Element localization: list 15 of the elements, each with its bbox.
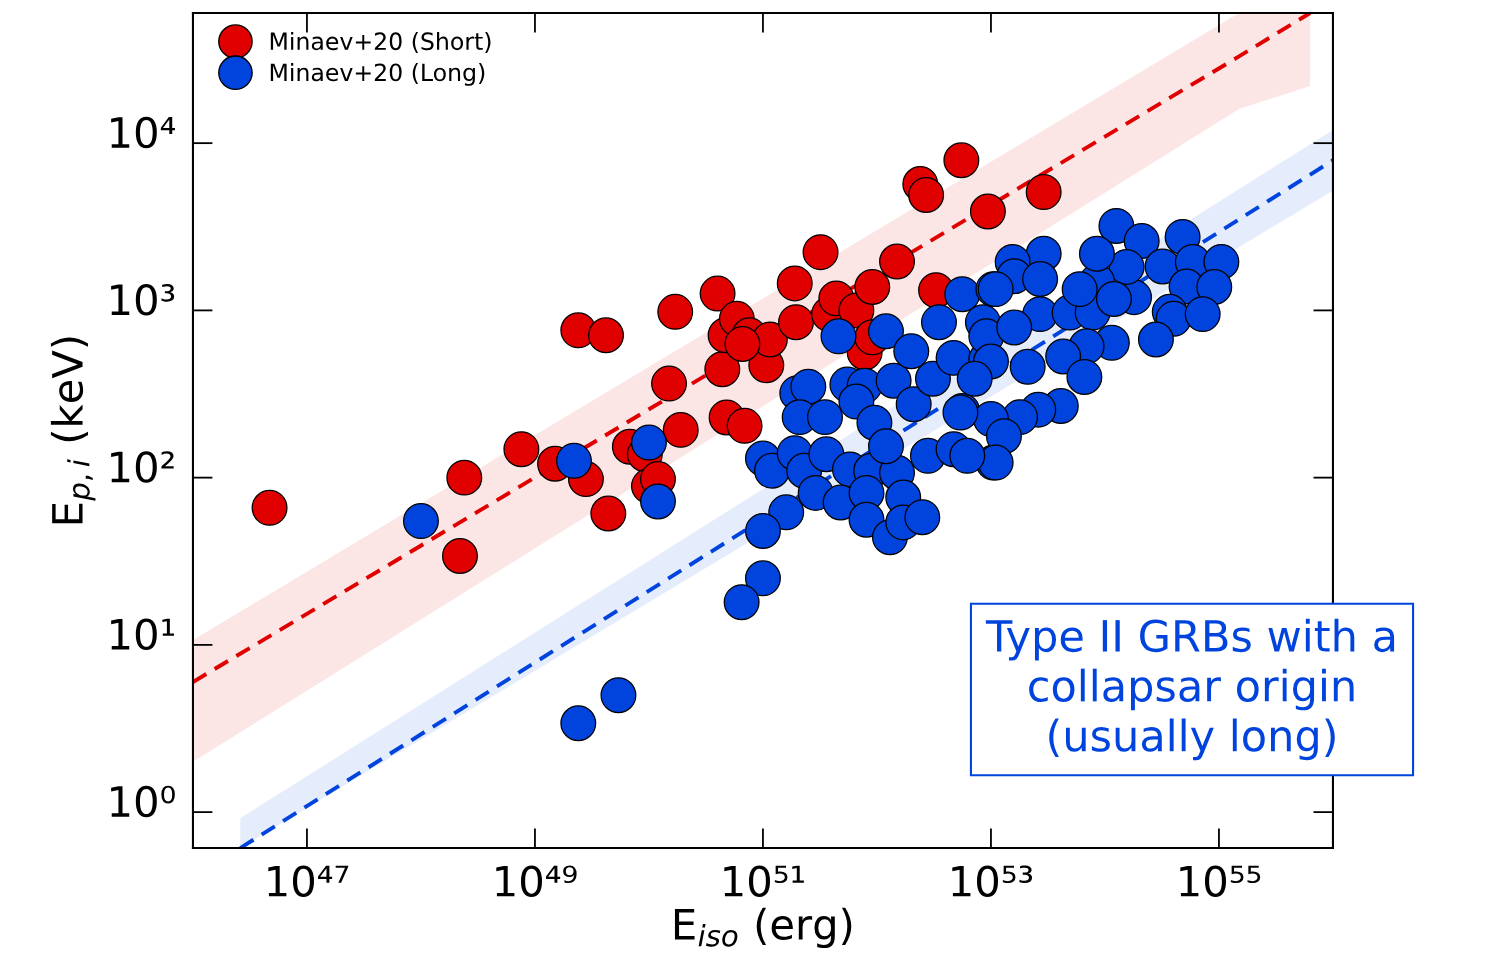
x-tick-label: 10⁵⁵ [1180, 865, 1261, 897]
x-axis-title: E$_{iso}$ (erg) [674, 907, 852, 949]
annotation: Type II GRBs with a collapsar origin (usually long) [985, 618, 1395, 761]
y-tick-label: 10¹ [111, 618, 175, 651]
legend-label: Minaev+20 (Short) [270, 31, 491, 53]
y-tick-label: 10² [111, 451, 174, 483]
y-axis-title: E$_{p,i}$ (keV) [50, 337, 96, 524]
x-tick-label: 10⁴⁷ [268, 865, 349, 897]
y-tick-label: 10⁴ [111, 116, 175, 149]
legend-label: Minaev+20 (Long) [270, 63, 485, 86]
y-tick-label: 10³ [111, 284, 175, 316]
x-tick-label: 10⁵¹ [724, 865, 804, 897]
x-tick-label: 10⁴⁹ [496, 865, 577, 897]
x-tick-label: 10⁵³ [952, 865, 1033, 897]
y-tick-label: 10⁰ [111, 785, 175, 818]
